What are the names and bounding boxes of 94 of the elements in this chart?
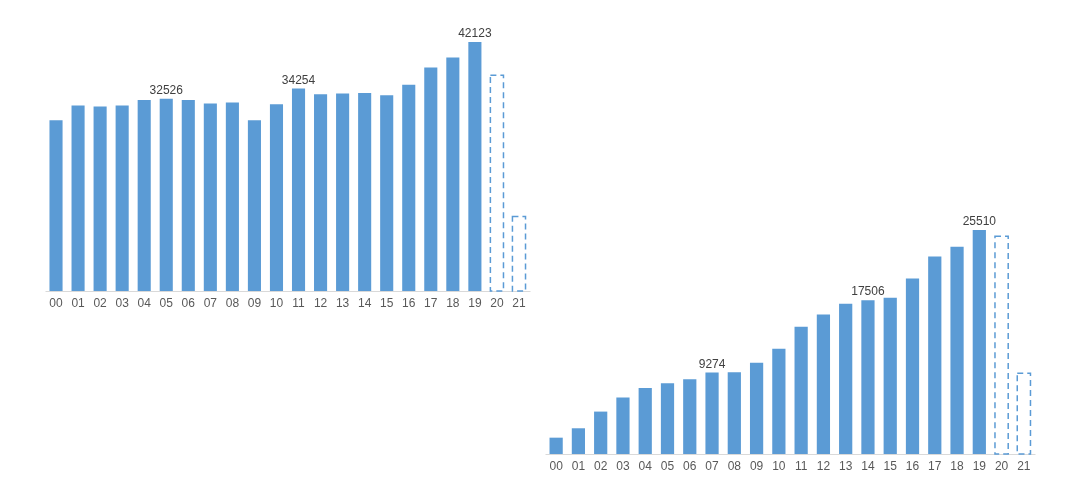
bar [489,74,505,292]
bar [861,300,875,454]
x-tick-label: 07 [705,458,720,473]
data-label: 17506 [851,284,885,299]
bar [446,57,460,291]
data-label: 42123 [458,26,492,40]
bar [794,326,808,454]
x-tick-label: 14 [357,295,372,310]
bar [705,372,719,454]
bar [594,411,608,454]
x-tick-label: 15 [883,458,898,473]
bar [181,100,195,291]
x-tick-label: 01 [71,295,86,310]
bar [71,105,85,291]
bar [468,42,482,291]
x-tick-label: 12 [313,295,328,310]
x-tick-label: 06 [683,458,697,473]
x-tick-label: 18 [446,295,460,310]
x-tick-label: 03 [115,295,130,310]
x-tick-label: 19 [972,458,987,473]
bar [839,303,853,454]
bar [616,397,630,454]
bar [247,120,261,291]
x-tick-label: 06 [181,295,196,310]
bar [424,67,438,291]
data-label: 9274 [698,356,726,371]
x-tick-label: 03 [616,458,630,473]
bar [638,387,652,454]
bar [749,362,764,454]
bar [883,297,897,454]
x-tick-label: 19 [468,295,482,310]
x-tick-label: 04 [638,458,653,473]
x-tick-label: 21 [1017,458,1031,473]
x-tick-label: 18 [950,458,965,473]
bar [203,103,217,291]
bar [816,314,831,454]
x-tick-label: 17 [928,458,942,473]
x-tick-label: 20 [490,295,504,310]
x-tick-label: 15 [380,295,394,310]
x-tick-label: 13 [839,458,853,473]
x-tick-label: 08 [727,458,742,473]
bar [269,104,284,291]
bar [225,102,239,291]
x-tick-label: 00 [549,458,564,473]
x-tick-label: 17 [424,295,438,310]
bar [950,246,964,454]
bar [137,100,151,291]
bar [571,428,586,454]
bar [115,105,129,291]
x-tick-label: 08 [225,295,240,310]
x-tick-label: 01 [571,458,586,473]
x-tick-label: 20 [994,458,1009,473]
bar [972,230,986,454]
x-tick-label: 04 [137,295,152,310]
bar [358,92,372,291]
bar [159,98,173,291]
bar [928,256,942,454]
x-tick-label: 14 [861,458,875,473]
bar [727,372,741,454]
bar [380,95,394,291]
bar [772,348,786,454]
x-tick-label: 10 [772,458,786,473]
data-label: 34254 [281,72,316,87]
bar [511,215,527,292]
x-tick-label: 09 [749,458,764,473]
bar [291,88,306,291]
x-tick-label: 05 [660,458,675,473]
bar [1016,372,1032,455]
x-tick-label: 16 [402,295,416,310]
x-tick-label: 11 [794,458,808,473]
x-tick-label: 11 [292,295,306,310]
bar [549,437,563,454]
bar [994,235,1009,455]
x-tick-label: 02 [93,295,108,310]
bar [905,278,920,454]
bar [49,120,63,291]
x-tick-label: 02 [594,458,608,473]
bar [402,84,416,291]
bar [683,379,697,454]
bar [336,93,350,291]
x-tick-label: 16 [905,458,920,473]
x-tick-label: 10 [269,295,284,310]
x-tick-label: 12 [816,458,831,473]
bar [93,106,107,291]
data-label: 25510 [962,214,997,228]
x-tick-label: 09 [247,295,262,310]
x-tick-label: 05 [159,295,174,310]
bar [314,94,328,291]
x-tick-label: 00 [49,295,64,310]
x-tick-label: 07 [203,295,218,310]
x-tick-label: 21 [512,295,526,310]
data-label: 32526 [149,82,184,97]
x-tick-label: 13 [335,295,350,310]
bar [660,383,675,454]
